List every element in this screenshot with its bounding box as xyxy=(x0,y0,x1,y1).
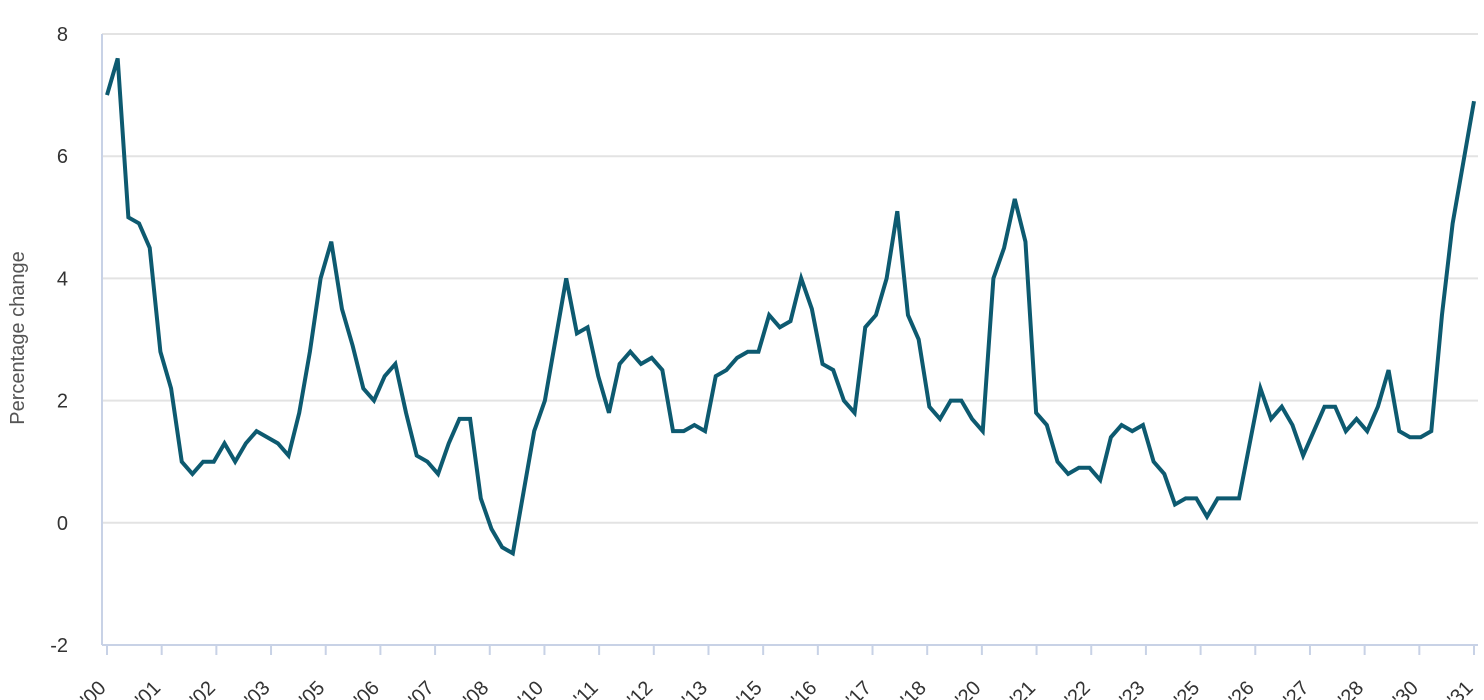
series-line-0 xyxy=(105,57,1476,557)
x-tick-label: '01 xyxy=(131,677,165,700)
x-tick-label: '28 xyxy=(1334,677,1368,700)
x-tick-label: '23 xyxy=(1115,677,1149,700)
x-tick-label: '26 xyxy=(1225,677,1259,700)
x-tick-label: '22 xyxy=(1061,677,1095,700)
x-tick-label: '00 xyxy=(77,677,111,700)
x-tick-label: '25 xyxy=(1170,677,1204,700)
x-tick-label: '07 xyxy=(405,677,439,700)
x-tick-label: '18 xyxy=(897,677,931,700)
x-tick-label: '03 xyxy=(241,677,275,700)
x-tick-label: '10 xyxy=(514,677,548,700)
x-tick-label: '21 xyxy=(1006,677,1040,700)
y-tick-label: 0 xyxy=(57,513,68,535)
x-tick-label: '16 xyxy=(787,677,821,700)
y-tick-label: 8 xyxy=(57,24,68,46)
x-tick-label: '20 xyxy=(951,677,985,700)
x-tick-label: '02 xyxy=(186,677,220,700)
y-tick-label: 2 xyxy=(57,391,68,413)
y-tick-label: 4 xyxy=(57,268,68,290)
y-tick-label: -2 xyxy=(50,635,68,657)
y-tick-label: 6 xyxy=(57,146,68,168)
y-axis-title: Percentage change xyxy=(7,251,29,424)
x-tick-label: '30 xyxy=(1389,677,1423,700)
x-tick-label: '11 xyxy=(570,677,603,700)
x-axis: '00 '01 '02 '03 '05 '06 '07 '08 '10 '11 '12 '13 '15 '… xyxy=(77,34,1478,700)
x-tick-label: '31 xyxy=(1444,677,1478,700)
x-tick-label: '13 xyxy=(678,677,712,700)
x-tick-label: '08 xyxy=(459,677,493,700)
x-tick-label: '27 xyxy=(1279,677,1313,700)
x-tick-label: '15 xyxy=(733,677,767,700)
gridlines xyxy=(102,33,1478,524)
x-tick-label: '05 xyxy=(295,677,329,700)
series-layer xyxy=(105,57,1476,557)
x-tick-label: '06 xyxy=(350,677,384,700)
x-tick-label: '12 xyxy=(623,677,657,700)
x-tick-label: '17 xyxy=(842,677,876,700)
y-axis-ticks: 8 6 4 2 0 -2 xyxy=(50,24,68,657)
